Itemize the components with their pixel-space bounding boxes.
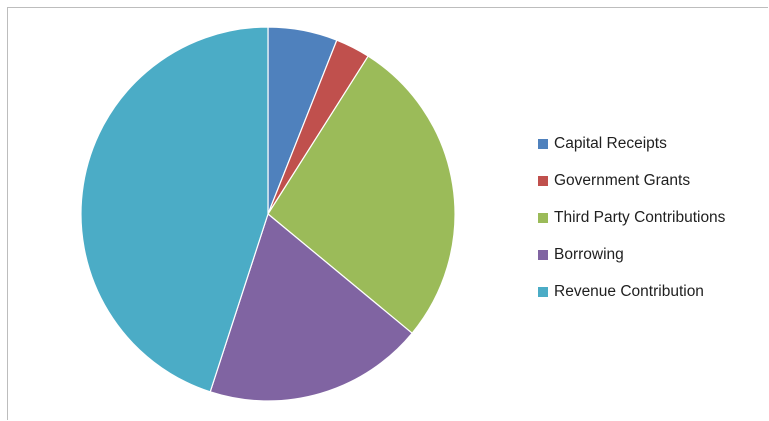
legend-item-government-grants: Government Grants [538,168,725,193]
legend-label: Third Party Contributions [554,208,726,226]
legend-swatch [538,249,548,260]
legend-swatch [538,286,548,297]
legend-swatch [538,212,548,223]
legend-item-capital-receipts: Capital Receipts [538,131,725,156]
legend-swatch [538,138,548,149]
pie-slice-third-party-contributions [267,55,456,334]
legend-label: Borrowing [554,245,624,263]
legend-item-revenue-contribution: Revenue Contribution [538,279,725,304]
pie-slice-revenue-contribution [80,26,269,393]
pie-slice-borrowing [209,213,413,402]
legend-swatch [538,175,548,186]
legend-item-borrowing: Borrowing [538,242,725,267]
pie-slices [80,26,456,402]
legend-label: Capital Receipts [554,134,667,152]
legend-item-third-party-contributions: Third Party Contributions [538,205,725,230]
legend-label: Revenue Contribution [554,282,704,300]
legend-label: Government Grants [554,171,691,189]
chart-legend: Capital Receipts Government Grants Third P… [538,131,725,316]
